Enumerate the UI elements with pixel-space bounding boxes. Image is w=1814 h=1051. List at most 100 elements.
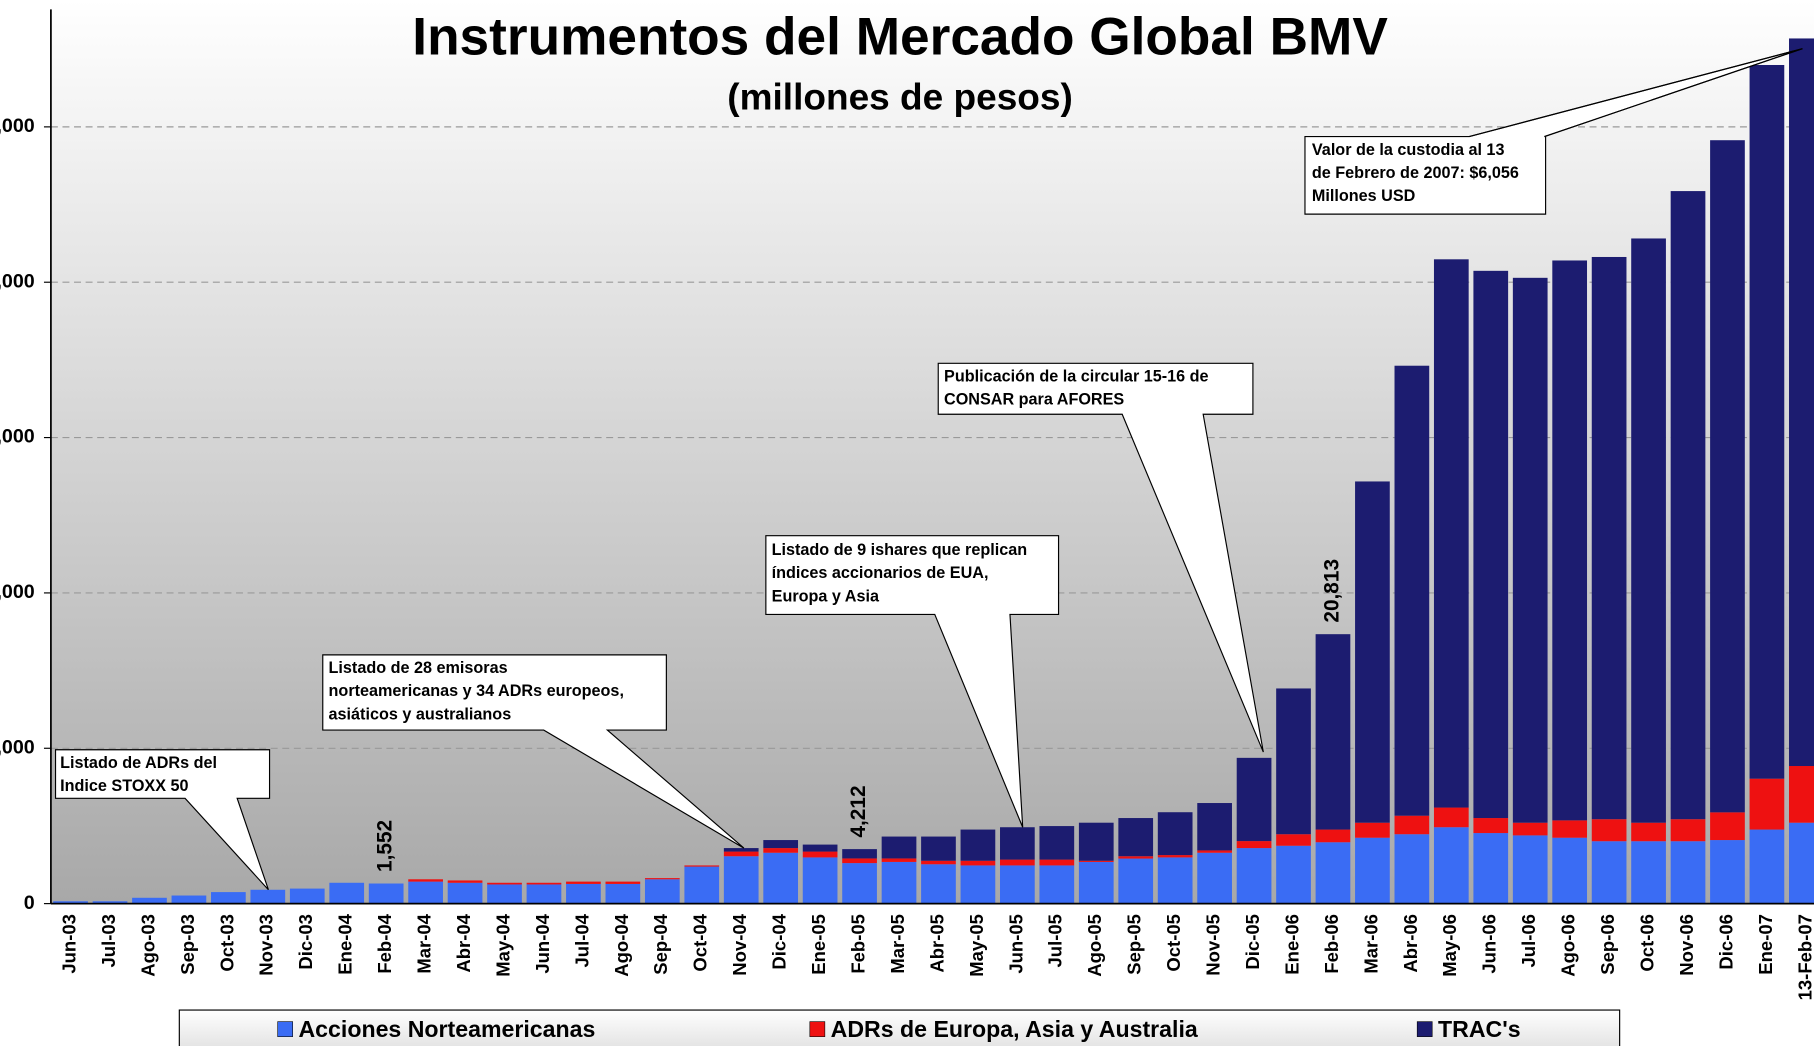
annotation: Europa y Asia: [772, 587, 880, 605]
legend-label: Acciones Norteamericanas: [298, 1016, 595, 1042]
bar-segment: [921, 860, 956, 865]
bar-segment: [447, 880, 483, 883]
callout-box: [54, 749, 271, 891]
x-tick-label: Feb-06: [1321, 914, 1342, 974]
bar-segment: [881, 836, 917, 859]
bar-segment: [960, 865, 996, 904]
bar-segment: [487, 884, 522, 904]
value-label: 20,813: [1320, 559, 1343, 623]
bar-segment: [1197, 850, 1232, 853]
annotation: Listado de 28 emisoras: [329, 659, 508, 677]
bar-segment: [605, 883, 641, 904]
bar-segment: [1039, 859, 1075, 866]
bar-segment: [723, 848, 759, 852]
x-tick-label: Oct-03: [216, 914, 237, 972]
x-tick-label: Jun-04: [532, 913, 553, 973]
bar-segment: [1670, 819, 1706, 842]
x-tick-label: Mar-05: [887, 914, 908, 974]
bar-segment: [1236, 757, 1272, 842]
bar-segment: [1749, 829, 1785, 904]
callout-box: [322, 654, 745, 849]
x-tick-label: Jul-06: [1518, 914, 1539, 967]
x-tick-label: Nov-04: [729, 913, 750, 975]
annotation: Valor de la custodia al 13: [1312, 141, 1505, 159]
bar-segment: [684, 865, 720, 867]
legend-items: Acciones Norteamericanas ADRs de Europa, …: [277, 1016, 1521, 1042]
x-tick-label: Oct-05: [1163, 914, 1184, 972]
legend-swatch: [809, 1021, 826, 1037]
bar-segment: [842, 858, 877, 864]
bar-segment: [1789, 38, 1814, 767]
x-tick-label: Ago-04: [611, 913, 632, 976]
x-tick-label: Sep-04: [650, 913, 671, 974]
x-tick-label: Dic-06: [1715, 914, 1736, 970]
bar-segment: [960, 829, 996, 861]
callout-pointer: [1469, 48, 1803, 138]
y-tick-label: 60,000: [0, 115, 35, 137]
bar-segment: [1749, 64, 1785, 779]
bar-segment: [289, 888, 325, 904]
x-tick-label: Sep-06: [1597, 914, 1618, 975]
bar-segment: [1552, 837, 1588, 904]
legend-swatch: [1416, 1021, 1433, 1037]
bar-segment: [1710, 140, 1745, 813]
x-tick-label: Ago-06: [1558, 914, 1579, 977]
bar-segment: [1394, 834, 1430, 904]
x-tick-label: Jun-06: [1479, 914, 1500, 974]
callouts: [54, 48, 1803, 891]
annotation: norteamericanas y 34 ADRs europeos,: [329, 682, 624, 700]
bar-segment: [1315, 842, 1351, 904]
bar-segment: [53, 901, 88, 904]
bar-segment: [566, 883, 601, 904]
bar-segment: [723, 851, 759, 857]
x-tick-label: Oct-04: [690, 913, 711, 971]
x-tick-label: Ene-06: [1281, 914, 1302, 975]
bar-segment: [1039, 826, 1075, 860]
bar-segment: [1473, 833, 1509, 904]
x-tick-label: Ene-07: [1755, 914, 1776, 975]
x-tick-label: Abr-05: [926, 914, 947, 973]
x-tick-label: Jul-05: [1045, 914, 1066, 967]
x-tick-label: Nov-05: [1203, 914, 1224, 976]
bar-segment: [763, 852, 799, 904]
bar-segment: [1670, 841, 1706, 904]
annotation: índices accionarios de EUA,: [772, 564, 989, 582]
bar-segment: [802, 857, 838, 904]
x-tick-label: Feb-05: [847, 914, 868, 974]
x-tick-label: Mar-06: [1360, 914, 1381, 974]
legend: [178, 1009, 1621, 1051]
bar-segment: [1512, 822, 1548, 836]
bar-segment: [1710, 812, 1745, 841]
bar-segment: [842, 849, 877, 859]
x-tick-label: Nov-03: [256, 914, 277, 976]
x-tick-label: Sep-03: [177, 914, 198, 975]
x-tick-label: May-05: [966, 914, 987, 977]
annotation: de Febrero de 2007: $6,056: [1312, 164, 1519, 182]
bar-segment: [921, 864, 956, 904]
bar-segment: [1276, 845, 1311, 904]
bar-segment: [1157, 857, 1193, 904]
x-tick-label: Sep-05: [1124, 914, 1145, 975]
bar-segment: [1078, 861, 1114, 904]
y-tick-label: 36,000: [0, 426, 35, 448]
value-label: 1,552: [374, 820, 397, 872]
bar-segment: [408, 881, 443, 904]
bar-segment: [1197, 803, 1232, 851]
bar-segment: [1118, 858, 1154, 904]
bar-segment: [1512, 277, 1548, 823]
value-label: 4,212: [847, 785, 870, 837]
bar-segment: [1394, 365, 1430, 816]
y-tick-label: 48,000: [0, 270, 35, 292]
bar-segment: [921, 836, 956, 861]
bar-segment: [1197, 852, 1232, 904]
bar-segment: [1591, 819, 1627, 842]
bar-segment: [1078, 822, 1114, 861]
bar-segment: [1276, 688, 1311, 835]
bar-segment: [763, 840, 799, 849]
x-tick-label: Oct-06: [1636, 914, 1657, 972]
x-tick-label: Feb-04: [374, 913, 395, 973]
bar-segment: [1433, 827, 1469, 904]
bar-segment: [1157, 855, 1193, 858]
bar-segment: [1355, 822, 1390, 838]
